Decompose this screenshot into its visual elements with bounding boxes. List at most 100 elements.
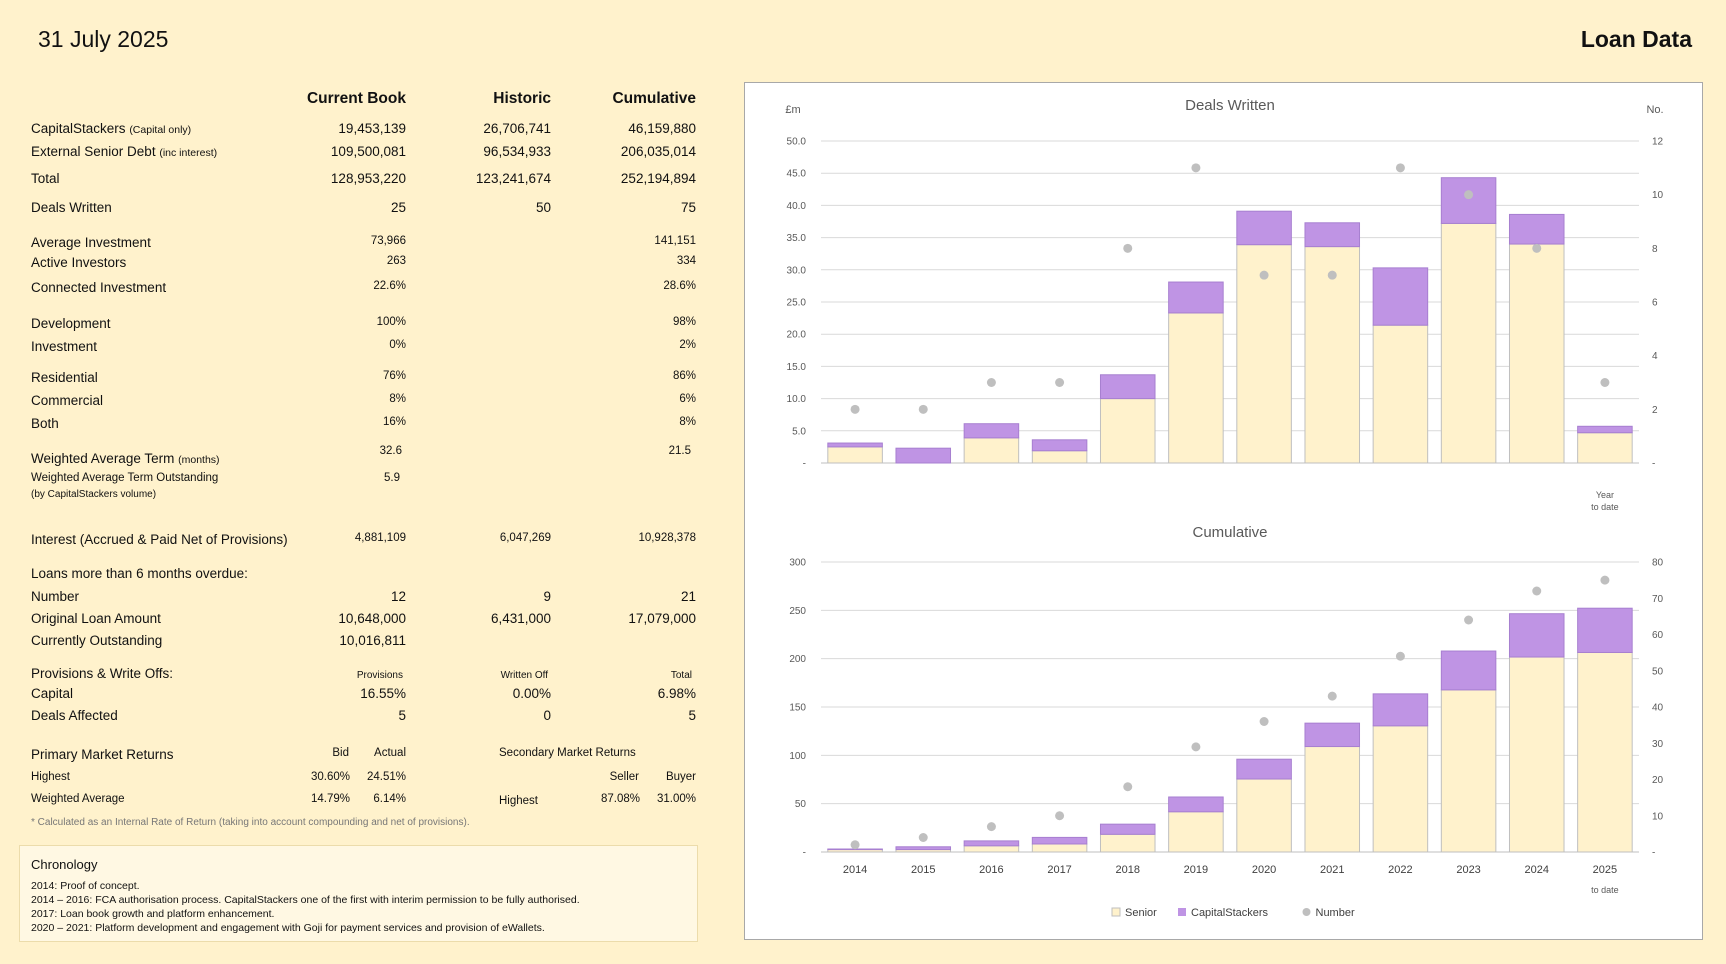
chart1-y2-tick-label: 4 [1652, 351, 1658, 362]
chart1-bar-capitalstackers [963, 423, 1020, 439]
value-capital-provisions: 16.55% [360, 686, 406, 701]
page-title: Loan Data [1580, 26, 1692, 52]
row-label-outstanding: Currently Outstanding [31, 633, 163, 648]
row-label-both: Both [31, 416, 59, 431]
chart2-bar-capitalstackers [1577, 607, 1633, 653]
value-capital-written-off: 0.00% [512, 686, 551, 701]
chart2-y-tick-label: 100 [789, 751, 806, 762]
chart1-y-tick-label: 5.0 [792, 426, 806, 437]
chart1-bar-capitalstackers [1372, 267, 1429, 326]
chart2-bar-capitalstackers [1099, 823, 1156, 835]
chronology-title: Chronology [31, 857, 98, 872]
chart2-point-number [1055, 811, 1065, 821]
chart2-point-number [850, 840, 860, 850]
value-wavg-bid: 14.79% [310, 793, 350, 805]
chart1-bar-capitalstackers [895, 447, 952, 464]
chart2-y2-tick-label: 30 [1652, 739, 1664, 750]
value-investment-cumulative: 2% [679, 339, 696, 351]
primary-returns-title: Primary Market Returns [31, 747, 174, 762]
value-deals-written-current: 25 [390, 200, 406, 215]
chart2-point-number [1259, 717, 1269, 726]
chart1-bar-senior [1031, 450, 1088, 464]
chart2-y-tick-label: 200 [789, 654, 806, 665]
chart1-bar-senior [1577, 432, 1633, 464]
chart2-legend-label: Number [1316, 907, 1355, 919]
row-label-development: Development [31, 316, 111, 331]
buyer-header: Buyer [665, 771, 696, 783]
chart1-annotation: Year [1596, 490, 1614, 500]
row-label-capitalstackers: CapitalStackers (Capital only) [31, 121, 192, 136]
value-commercial-current: 8% [389, 393, 406, 405]
value-total-historic: 123,241,674 [475, 171, 551, 186]
chart2-y-tick-label: 150 [789, 703, 806, 714]
chart2-y-tick-label: 250 [789, 606, 806, 617]
row-label-senior-debt: External Senior Debt (inc interest) [31, 144, 218, 159]
value-both-current: 16% [382, 416, 406, 428]
chart2-bar-senior [1168, 811, 1224, 853]
chart2-point-number [1532, 586, 1542, 596]
chart2-y2-tick-label: 80 [1652, 558, 1664, 569]
chart2-x-tick-label: 2022 [1388, 864, 1412, 876]
chart2-bar-capitalstackers [1372, 693, 1429, 727]
value-total-cumulative: 252,194,894 [620, 171, 696, 186]
chart2-x-tick-label: 2024 [1525, 864, 1549, 876]
value-investment-current: 0% [389, 339, 406, 351]
chronology-entry: 2020 – 2021: Platform development and en… [31, 922, 545, 934]
chart1-y-tick-label: 45.0 [787, 169, 807, 180]
value-secondary-seller: 87.08% [600, 793, 640, 805]
value-both-cumulative: 8% [679, 416, 696, 428]
chart1-bar-senior [1099, 398, 1156, 464]
chart1-bar-capitalstackers [1304, 222, 1361, 248]
chart2-legend-swatch [1111, 907, 1121, 917]
chart1-bar-capitalstackers [1168, 281, 1224, 314]
chart2-point-number [1327, 691, 1337, 701]
chart2-y-tick-label: - [803, 848, 806, 859]
chart2-y-tick-label: 300 [789, 558, 806, 569]
chart1-bar-capitalstackers [1031, 439, 1088, 452]
value-interest-cumulative: 10,928,378 [638, 532, 696, 544]
chart1-bar-senior [1168, 312, 1224, 464]
col-header-cumulative: Cumulative [612, 90, 696, 107]
chart2-point-number [1395, 651, 1405, 661]
chart2-point-number [918, 833, 928, 842]
chart2-point-number [986, 822, 996, 832]
chart2-point-number [1123, 782, 1133, 792]
chart2-bar-senior [1508, 656, 1565, 853]
chart2-point-number [1464, 615, 1474, 625]
row-label-active-investors: Active Investors [31, 255, 127, 270]
value-wavg-actual: 6.14% [373, 793, 406, 805]
chart1-bar-capitalstackers [1577, 425, 1633, 434]
value-active-investors-cumulative: 334 [676, 255, 696, 267]
value-senior-debt-current: 109,500,081 [330, 144, 406, 159]
chart2-bar-capitalstackers [1440, 650, 1497, 691]
value-overdue-number-historic: 9 [543, 589, 551, 604]
value-capitalstackers-current: 19,453,139 [338, 121, 406, 136]
value-deals-affected-written-off: 0 [543, 708, 551, 723]
chart2-bar-senior [963, 845, 1020, 853]
chart2-bar-senior [1236, 778, 1292, 853]
chart1-bar-capitalstackers [827, 442, 883, 448]
value-avg-investment-cumulative: 141,151 [654, 235, 696, 247]
irr-footnote: * Calculated as an Internal Rate of Retu… [31, 817, 470, 828]
written-off-header: Written Off [500, 670, 548, 681]
chart1-y-tick-label: 25.0 [787, 298, 807, 309]
chart1-y2-tick-label: - [1652, 459, 1655, 470]
value-connected-investment-current: 22.6% [373, 280, 406, 292]
chart1-title: Deals Written [1185, 97, 1275, 114]
value-original-loan-current: 10,648,000 [338, 611, 406, 626]
value-connected-investment-cumulative: 28.6% [663, 280, 696, 292]
chart1-y2-tick-label: 2 [1652, 405, 1658, 416]
chart1-y2-tick-label: 10 [1652, 190, 1664, 201]
chart2-bar-capitalstackers [1304, 722, 1361, 748]
value-commercial-cumulative: 6% [679, 393, 696, 405]
chart2-legend-label: CapitalStackers [1191, 907, 1269, 919]
chart2-x-tick-label: 2014 [843, 864, 867, 876]
chart1-point-number [918, 404, 928, 414]
value-capitalstackers-cumulative: 46,159,880 [628, 121, 696, 136]
row-label-residential: Residential [31, 370, 98, 385]
value-highest-bid: 30.60% [310, 771, 350, 783]
row-label-deals-affected: Deals Affected [31, 708, 118, 723]
value-wat-current: 32.6 [379, 445, 402, 457]
row-label-secondary-highest: Highest [499, 795, 538, 807]
value-deals-affected-provisions: 5 [398, 708, 406, 723]
